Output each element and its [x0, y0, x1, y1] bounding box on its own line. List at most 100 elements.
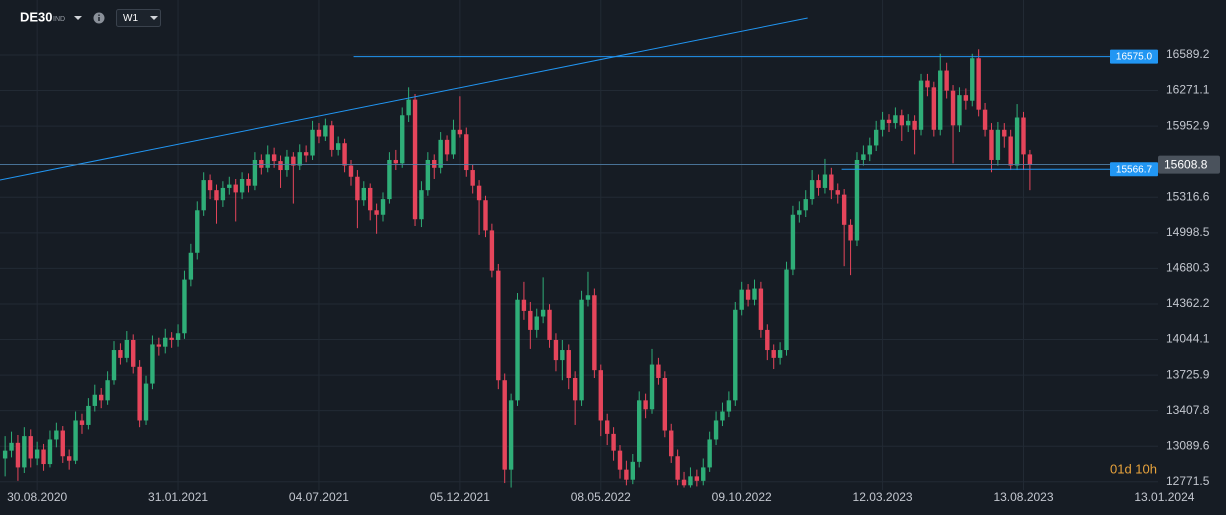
candle-body	[534, 316, 539, 330]
candle-body	[137, 366, 142, 421]
candle-body	[316, 129, 322, 137]
candle-body	[214, 190, 219, 201]
candle-body	[432, 159, 437, 168]
timeframe-box[interactable]	[116, 9, 161, 27]
candle-body	[380, 199, 386, 215]
candle-body	[156, 344, 162, 347]
price-level-box	[1110, 162, 1158, 177]
candle-body	[419, 190, 424, 220]
candle-body	[1008, 136, 1013, 166]
candle-body	[246, 178, 251, 186]
symbol[interactable]: DE30	[20, 9, 53, 24]
candle-body	[925, 80, 930, 88]
candle-body	[169, 337, 174, 340]
candle-body	[348, 165, 354, 177]
y-tick-label: 15316.6	[1166, 189, 1210, 203]
candle-body	[899, 115, 905, 126]
candle-body	[739, 289, 744, 310]
candle-body	[438, 139, 443, 168]
candle-body	[361, 187, 366, 201]
candle-body	[771, 350, 776, 358]
y-tick-label: 14044.1	[1166, 332, 1210, 346]
candle-body	[86, 405, 91, 425]
candle-body	[848, 224, 853, 241]
candle-body	[515, 299, 520, 401]
candle-body	[566, 350, 571, 378]
x-tick-label: 08.05.2022	[571, 490, 631, 504]
candle-body	[265, 154, 270, 168]
timeframe-dropdown	[150, 16, 158, 20]
price-level-label: 16575.0	[1116, 52, 1153, 63]
candle-body	[1002, 129, 1007, 137]
candle-body	[681, 479, 687, 486]
candle-body	[303, 152, 309, 156]
candle-body	[553, 339, 559, 361]
info-dot	[98, 14, 100, 16]
candle-body	[707, 439, 712, 468]
symbol-dropdown[interactable]	[74, 16, 82, 20]
candle-body	[893, 115, 898, 124]
candle-body	[284, 156, 290, 171]
candle-body	[572, 377, 578, 401]
x-tick-label: 13.01.2024	[1134, 490, 1194, 504]
candle-body	[28, 436, 33, 459]
candle-body	[118, 350, 123, 358]
candle-body	[444, 139, 450, 155]
candle-body	[611, 433, 616, 451]
candle-body	[489, 230, 495, 271]
y-tick-label: 14998.5	[1166, 225, 1210, 239]
candle-body	[624, 469, 629, 480]
candle-body	[701, 467, 706, 481]
candle-body	[310, 129, 315, 156]
candle-body	[803, 199, 808, 211]
candle-body	[297, 152, 302, 166]
candle-body	[637, 400, 642, 462]
header: DE30 IND W1	[20, 9, 161, 27]
candle-body	[777, 350, 783, 358]
candle-body	[579, 299, 584, 401]
candle-body	[54, 430, 59, 440]
candle-body	[2, 450, 8, 459]
candle-body	[688, 476, 693, 486]
candle-body	[425, 159, 431, 191]
candle-body	[92, 394, 97, 406]
candle-body	[726, 400, 732, 412]
x-tick-label: 13.08.2023	[993, 490, 1053, 504]
candle-body	[835, 190, 840, 195]
candle-body	[829, 174, 834, 191]
candle-body	[252, 159, 258, 186]
candle-body	[950, 90, 956, 126]
price-axis	[1158, 0, 1226, 515]
candle-body	[912, 120, 917, 130]
candle-body	[592, 295, 597, 371]
y-tick-label: 12771.5	[1166, 474, 1210, 488]
candle-body	[131, 339, 136, 367]
candle-body	[669, 430, 674, 457]
candle-body	[105, 380, 110, 401]
candle-body	[464, 134, 469, 171]
candle-body	[675, 456, 680, 480]
info-glyph	[98, 17, 100, 21]
candle-body	[662, 377, 668, 431]
candle-body	[60, 430, 65, 457]
trend-line	[0, 17, 808, 181]
candle-body	[239, 178, 245, 193]
candle-body	[528, 310, 533, 330]
candle-body	[540, 309, 546, 317]
candle-body	[944, 70, 949, 91]
candle-body	[201, 180, 206, 211]
price-level-box	[1110, 49, 1158, 64]
candle-body	[66, 456, 72, 461]
candle-body	[79, 420, 85, 425]
candle-body	[502, 380, 507, 470]
candle-body	[323, 125, 328, 137]
candle-body	[758, 288, 764, 330]
candle-body	[880, 119, 885, 130]
current-price-label: 15608.8	[1164, 157, 1208, 171]
candle-body	[508, 400, 514, 470]
candle-body	[150, 344, 155, 384]
candle-body	[938, 70, 943, 130]
candle-body	[649, 364, 655, 410]
